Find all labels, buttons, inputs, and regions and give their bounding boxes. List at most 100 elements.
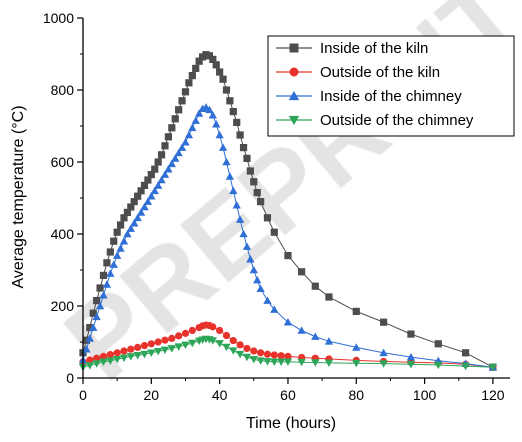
data-point	[352, 343, 361, 351]
data-point	[161, 336, 169, 344]
data-point	[130, 219, 139, 227]
data-point	[140, 181, 149, 189]
data-point	[195, 109, 204, 117]
data-point	[119, 354, 129, 362]
data-point	[86, 324, 94, 332]
data-point	[236, 131, 244, 139]
data-point	[103, 259, 111, 267]
x-tick-label: 120	[481, 387, 505, 403]
data-point	[168, 124, 176, 132]
data-point	[102, 280, 112, 288]
data-point	[192, 64, 200, 72]
data-point	[106, 357, 115, 365]
data-point	[243, 344, 251, 353]
data-point	[188, 123, 197, 132]
data-point	[229, 347, 238, 355]
data-point	[225, 172, 235, 180]
data-point	[222, 343, 231, 352]
y-axis-title: Average temperature (°C)	[10, 105, 27, 288]
data-point	[130, 198, 138, 206]
y-tick-label: 200	[51, 298, 75, 314]
data-point	[263, 296, 272, 304]
data-point	[277, 352, 285, 360]
data-point	[99, 358, 108, 366]
data-point	[212, 61, 220, 69]
data-point	[297, 358, 306, 367]
data-point	[171, 115, 179, 123]
x-tick-label: 40	[212, 387, 228, 403]
data-point	[116, 221, 125, 229]
axis-layer: 0 20 40 60 80 100 120 0 200 400 600 800 1000	[43, 10, 510, 403]
data-point	[243, 154, 251, 162]
data-point	[263, 214, 272, 222]
data-point	[246, 167, 254, 175]
data-point	[140, 350, 149, 359]
data-point	[242, 353, 252, 362]
data-point	[249, 355, 258, 364]
data-point	[185, 79, 193, 87]
data-point	[113, 349, 121, 357]
data-point	[136, 208, 146, 216]
data-point	[276, 358, 286, 366]
data-point	[256, 284, 265, 293]
data-point	[113, 251, 122, 259]
data-point	[120, 347, 128, 355]
data-point	[96, 284, 104, 292]
data-point	[181, 329, 190, 337]
data-point	[95, 301, 105, 310]
data-point	[147, 171, 155, 179]
data-point	[93, 354, 101, 362]
data-point	[311, 359, 320, 367]
legend-item: Inside of the kiln	[276, 40, 428, 57]
data-point	[219, 75, 227, 83]
data-point	[235, 215, 245, 223]
data-point	[99, 291, 108, 299]
x-tick-label: 80	[348, 387, 364, 403]
data-point	[242, 242, 252, 250]
data-point	[123, 208, 132, 216]
data-point	[92, 360, 101, 368]
legend-marker	[289, 67, 299, 77]
data-point	[324, 359, 334, 368]
data-point	[140, 202, 149, 211]
data-point	[174, 148, 183, 157]
data-point	[215, 130, 224, 139]
data-point	[174, 343, 183, 351]
y-tick-label: 0	[66, 370, 74, 386]
data-point	[93, 297, 101, 305]
data-point	[137, 187, 145, 195]
data-point	[85, 334, 94, 342]
legend-box	[267, 35, 515, 137]
data-point	[311, 332, 320, 340]
data-point	[229, 336, 237, 345]
data-point	[126, 353, 135, 361]
plot-layer	[78, 51, 498, 372]
data-point	[89, 309, 97, 317]
data-point	[380, 318, 388, 326]
data-point	[270, 305, 279, 313]
x-tick-label: 60	[280, 387, 296, 403]
series-1	[79, 51, 497, 371]
legend-label: Outside of the chimney	[320, 112, 474, 129]
data-point	[232, 201, 241, 209]
data-point	[106, 269, 115, 277]
data-point	[147, 349, 156, 357]
y-tick-label: 600	[51, 154, 75, 170]
data-point	[352, 307, 360, 315]
data-point	[195, 57, 203, 65]
data-point	[106, 248, 114, 256]
data-point	[284, 252, 292, 260]
data-point	[167, 345, 176, 353]
data-point	[154, 181, 163, 189]
legend-label: Inside of the kiln	[320, 40, 428, 57]
legend-marker	[288, 115, 300, 126]
data-point	[216, 68, 224, 76]
data-point	[143, 197, 153, 205]
data-point	[209, 55, 217, 63]
data-point	[133, 213, 142, 222]
series-3	[78, 103, 498, 371]
data-point	[154, 348, 163, 356]
data-point	[160, 346, 170, 355]
